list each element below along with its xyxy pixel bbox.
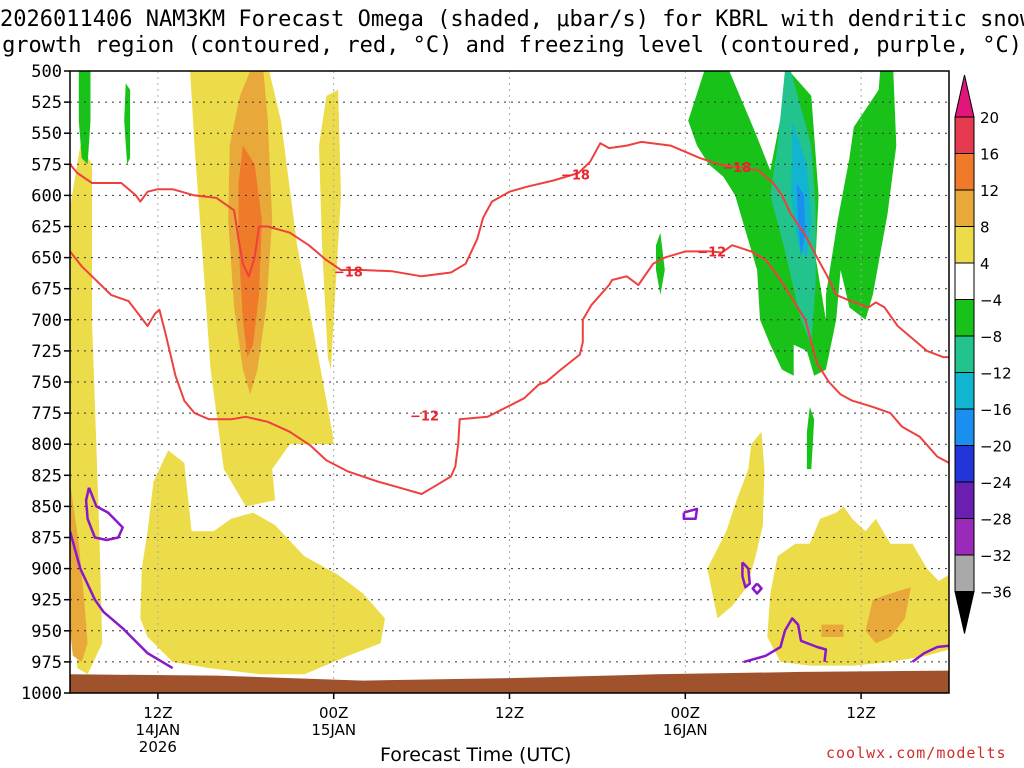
colorbar-swatch-11: [954, 518, 975, 556]
y-tick-label-900: 900: [31, 560, 62, 580]
credit-text: coolwx.com/modelts: [826, 744, 1007, 762]
plot-area: −18 −18 −18 −12 −12: [69, 70, 950, 694]
y-tick-label-500: 500: [31, 62, 62, 82]
y-tick-label-800: 800: [31, 435, 62, 455]
colorbar-label-7: −12: [980, 365, 1012, 383]
freezing-contour-5: [743, 617, 828, 664]
colorbar-label-6: −8: [980, 328, 1002, 346]
omega-region-5: [767, 506, 949, 666]
dgz-contour-0: [70, 140, 949, 359]
colorbar-label-1: 16: [980, 146, 999, 164]
y-tick-label-550: 550: [31, 124, 62, 144]
colorbar-swatch-6: [954, 335, 975, 373]
colorbar-swatch-3: [954, 226, 975, 264]
omega-region-8: [865, 587, 911, 644]
y-tick-label-925: 925: [31, 591, 62, 611]
freezing-contour-6: [911, 644, 949, 663]
freezing-contour-4: [751, 582, 763, 595]
colorbar-swatch-1: [954, 153, 975, 191]
omega-region-17: [790, 120, 812, 258]
y-tick-label-850: 850: [31, 497, 62, 517]
contour-label-3: −12: [410, 410, 439, 425]
y-tick-label-625: 625: [31, 218, 62, 238]
colorbar-top-arrow: [954, 74, 975, 118]
y-tick-label-650: 650: [31, 249, 62, 269]
freezing-contour-2: [682, 507, 699, 521]
colorbar-swatch-4: [954, 262, 975, 300]
contour-label-0: −18: [561, 168, 590, 183]
colorbar-label-0: 20: [980, 109, 999, 127]
colorbar-swatch-10: [954, 481, 975, 519]
colorbar-swatch-7: [954, 372, 975, 410]
y-tick-label-725: 725: [31, 342, 62, 362]
x-tick-label-3-1: 16JAN: [663, 721, 708, 739]
colorbar-label-13: −36: [980, 584, 1012, 602]
colorbar-label-12: −32: [980, 547, 1012, 565]
x-tick-label-0-0: 12Z: [143, 704, 172, 722]
omega-region-2: [319, 89, 341, 370]
colorbar-swatch-9: [954, 445, 975, 483]
x-tick-label-0-2: 2026: [139, 738, 177, 756]
colorbar: 20 16 12 8 4 −4 −8 −12 −16 −20 −24 −28 −32 −36: [954, 74, 1012, 634]
freezing-contour-1: [70, 530, 174, 670]
colorbar-swatch-5: [954, 299, 975, 337]
omega-region-18: [796, 183, 806, 258]
colorbar-swatch-12: [954, 554, 975, 592]
omega-region-9: [821, 624, 844, 637]
colorbar-swatch-2: [954, 189, 975, 227]
x-tick-label-4-0: 12Z: [846, 704, 875, 722]
omega-region-10: [238, 145, 262, 358]
colorbar-label-5: −4: [980, 292, 1002, 310]
y-tick-label-1000: 1000: [21, 684, 62, 704]
y-tick-label-750: 750: [31, 373, 62, 393]
omega-region-3: [140, 450, 385, 675]
omega-region-11: [78, 71, 91, 165]
contour-label-4: −12: [697, 245, 726, 260]
colorbar-swatch-8: [954, 408, 975, 446]
y-tick-label-875: 875: [31, 529, 62, 549]
y-tick-label-575: 575: [31, 155, 62, 175]
x-axis-title: Forecast Time (UTC): [380, 744, 572, 766]
colorbar-swatch-0: [954, 116, 975, 154]
y-tick-label-975: 975: [31, 653, 62, 673]
dgz-contour-1: [70, 244, 949, 495]
chart-title-line1: 2026011406 NAM3KM Forecast Omega (shaded…: [0, 7, 1024, 32]
omega-region-15: [806, 406, 815, 470]
x-tick-label-1-0: 00Z: [319, 704, 348, 722]
colorbar-label-2: 12: [980, 182, 999, 200]
colorbar-label-11: −28: [980, 511, 1012, 529]
y-tick-label-525: 525: [31, 93, 62, 113]
contour-label-2: −18: [722, 161, 751, 176]
chart-title-line2: growth region (contoured, red, °C) and f…: [2, 33, 1022, 58]
y-tick-label-775: 775: [31, 404, 62, 424]
freezing-contour-3: [741, 561, 752, 589]
colorbar-label-9: −20: [980, 438, 1012, 456]
colorbar-label-10: −24: [980, 474, 1012, 492]
y-tick-label-600: 600: [31, 186, 62, 206]
colorbar-label-4: 4: [980, 255, 990, 273]
terrain-fill: [70, 670, 949, 693]
x-tick-label-2-0: 12Z: [495, 704, 524, 722]
colorbar-bottom-arrow: [954, 591, 975, 634]
colorbar-label-3: 8: [980, 219, 990, 237]
freezing-contour-0: [84, 487, 124, 542]
x-tick-label-1-1: 15JAN: [311, 721, 356, 739]
omega-region-12: [124, 83, 131, 165]
y-tick-label-700: 700: [31, 311, 62, 331]
y-tick-label-825: 825: [31, 466, 62, 486]
x-tick-label-3-0: 00Z: [671, 704, 700, 722]
omega-region-13: [656, 232, 665, 295]
colorbar-label-8: −16: [980, 401, 1012, 419]
contour-label-1: −18: [334, 265, 363, 280]
y-tick-label-675: 675: [31, 280, 62, 300]
omega-region-6: [70, 481, 88, 662]
y-tick-label-950: 950: [31, 622, 62, 642]
x-tick-label-0-1: 14JAN: [136, 721, 181, 739]
omega-region-4: [707, 431, 765, 619]
